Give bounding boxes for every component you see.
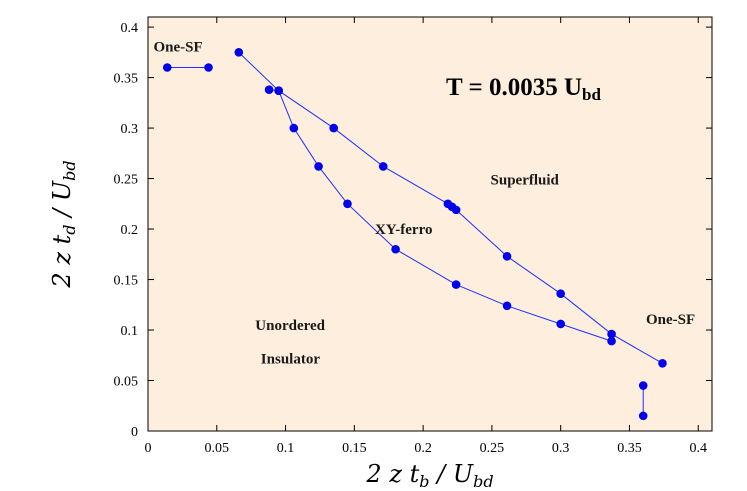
y-tick-label: 0 bbox=[131, 425, 138, 440]
axes-layer: 0 0.05 0.1 0.15 0.2 0.25 0.3 0.35 0.4 0 0.05 0.1 0.1… bbox=[114, 16, 713, 456]
region-label: Insulator bbox=[261, 351, 321, 367]
data-point bbox=[329, 123, 339, 133]
data-point bbox=[391, 244, 400, 254]
region-labels: One-SF Superfluid XY-ferro Unordered Insulat… bbox=[154, 39, 696, 367]
data-point bbox=[451, 280, 461, 289]
y-tick-label: 0.05 bbox=[114, 375, 139, 390]
y-tick-label: 0.2 bbox=[121, 223, 139, 238]
temperature-main: T = 0.0035 U bbox=[446, 74, 582, 101]
x-tick-label: 0.15 bbox=[342, 441, 367, 456]
data-point bbox=[658, 359, 667, 368]
data-point bbox=[638, 411, 648, 421]
data-point bbox=[378, 162, 388, 171]
series-line-3 bbox=[269, 89, 612, 342]
data-point bbox=[343, 199, 352, 209]
y-tick-label: 0.3 bbox=[121, 122, 139, 137]
data-point bbox=[234, 48, 244, 57]
series-layer bbox=[162, 48, 667, 421]
y-axis-title: 2 z td / Ubd bbox=[48, 160, 79, 288]
data-point bbox=[264, 85, 274, 95]
region-label: One-SF bbox=[646, 312, 695, 328]
region-label: Unordered bbox=[255, 318, 325, 334]
data-point bbox=[607, 329, 616, 339]
data-point bbox=[162, 63, 172, 72]
data-point bbox=[502, 301, 512, 311]
data-point bbox=[556, 289, 565, 298]
y-tick-label: 0.1 bbox=[121, 324, 139, 339]
data-point bbox=[451, 205, 461, 215]
x-tick-label: 0.1 bbox=[277, 441, 295, 456]
y-tick-label: 0.25 bbox=[114, 173, 139, 188]
x-tick-label: 0.2 bbox=[414, 441, 432, 456]
region-label: Superfluid bbox=[491, 173, 560, 189]
region-label: XY-ferro bbox=[375, 222, 432, 238]
x-tick-label: 0.35 bbox=[617, 441, 642, 456]
y-tick-label: 0.15 bbox=[114, 274, 139, 289]
temperature-subscript: bd bbox=[582, 85, 601, 104]
data-point bbox=[274, 86, 283, 96]
x-axis-title: 2 z tb / Ubd bbox=[365, 460, 493, 491]
temperature-label: T = 0.0035 Ubd bbox=[446, 74, 601, 104]
x-tick-label: 0.3 bbox=[552, 441, 570, 456]
plot-area bbox=[148, 17, 712, 431]
x-tick-label: 0.05 bbox=[205, 441, 230, 456]
y-tick-label: 0.35 bbox=[114, 72, 139, 87]
data-point bbox=[204, 63, 213, 72]
data-point bbox=[314, 162, 323, 171]
data-point bbox=[289, 123, 299, 133]
x-tick-label: 0.4 bbox=[689, 441, 707, 456]
axes-frame bbox=[147, 16, 713, 432]
y-tick-label: 0.4 bbox=[121, 21, 139, 36]
region-label: One-SF bbox=[154, 39, 203, 55]
x-tick-label: 0 bbox=[145, 441, 152, 456]
data-point bbox=[502, 252, 512, 261]
data-point bbox=[607, 336, 616, 346]
data-point bbox=[556, 319, 565, 329]
data-point bbox=[638, 381, 648, 390]
x-tick-label: 0.25 bbox=[480, 441, 505, 456]
